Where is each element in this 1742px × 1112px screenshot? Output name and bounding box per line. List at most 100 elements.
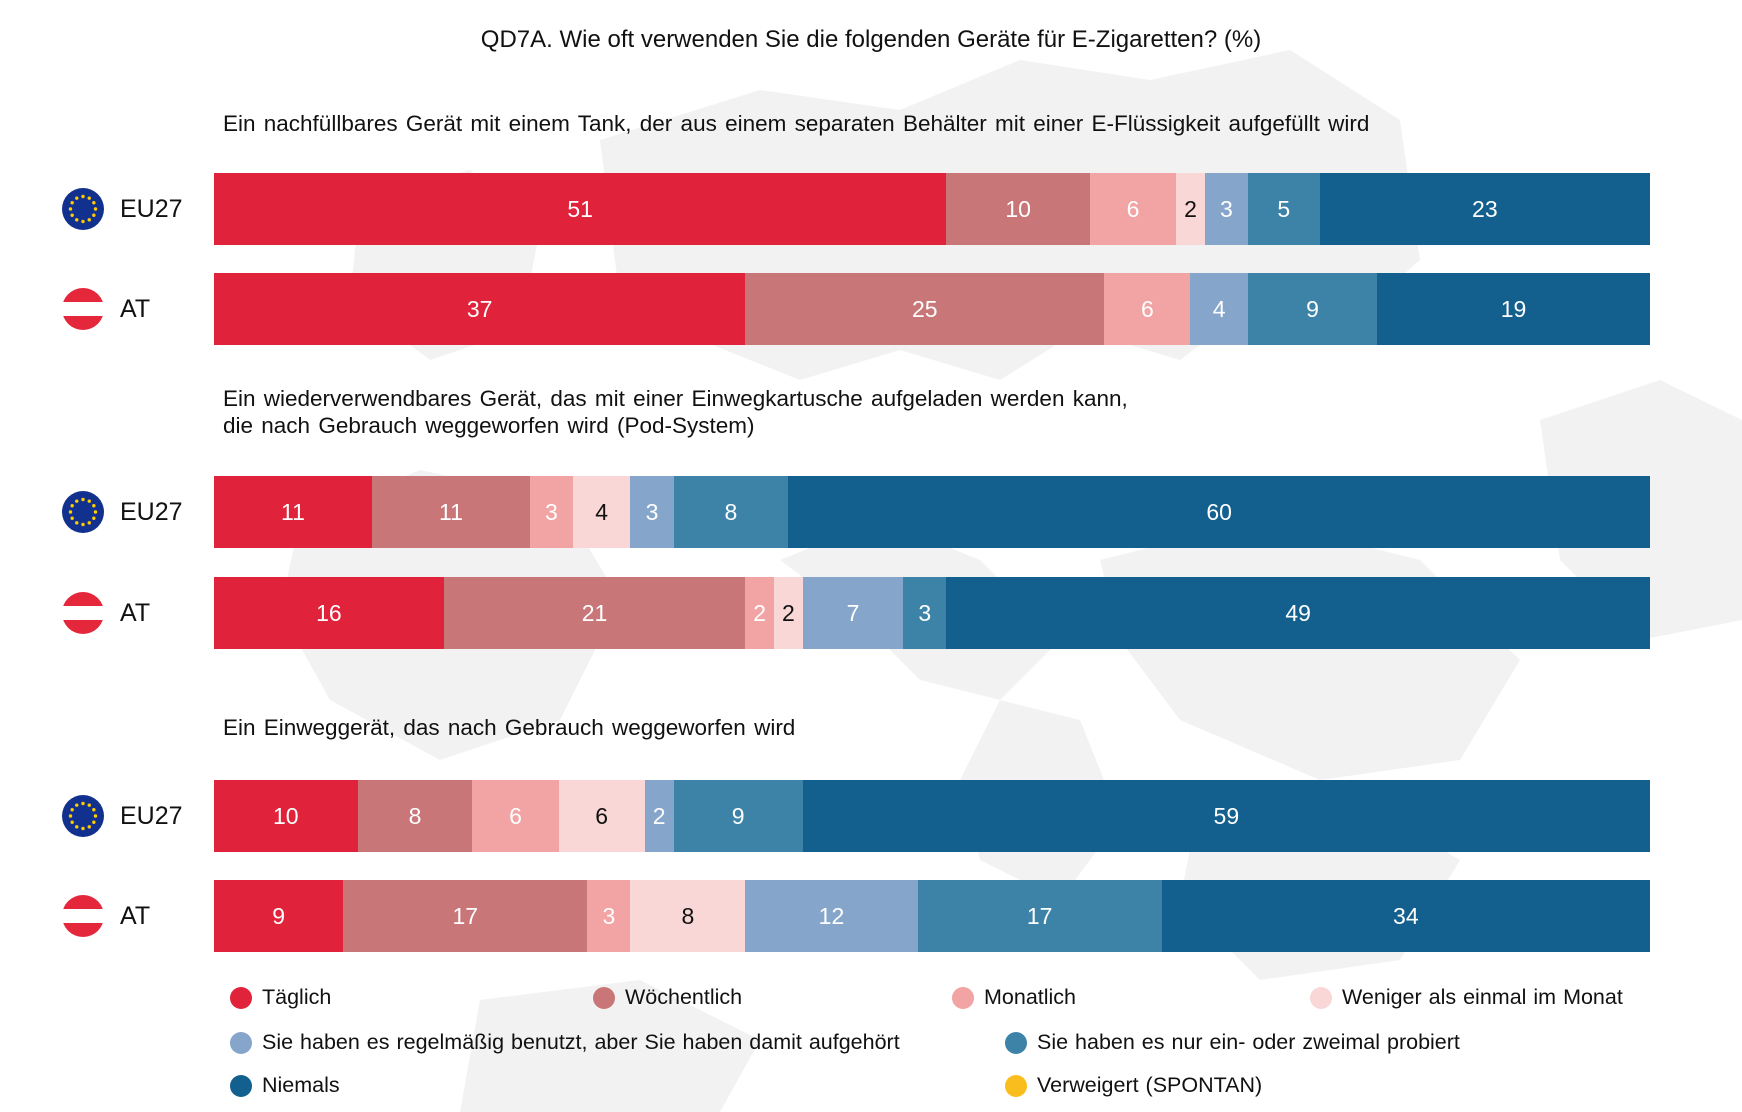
- austria-flag-icon: [62, 288, 104, 330]
- bar-segment-sie-haben-es-regelmäßig-benutzt-aber-sie-haben-damit-aufgehört: 3: [630, 476, 674, 548]
- bar-segment-sie-haben-es-regelmäßig-benutzt-aber-sie-haben-damit-aufgehört: 4: [1190, 273, 1248, 345]
- bar-segment-niemals: 23: [1319, 173, 1650, 245]
- bar-segment-niemals: 34: [1161, 880, 1650, 952]
- bar-segment-wöchentlich: 10: [946, 173, 1090, 245]
- group-title-3-line-1: Ein Einweggerät, das nach Gebrauch wegge…: [223, 715, 796, 740]
- bar-segment-sie-haben-es-nur-ein-oder-zweimal-probiert: 8: [673, 476, 789, 548]
- legend-label: Wöchentlich: [625, 985, 743, 1009]
- bar-segment-täglich: 37: [214, 273, 746, 345]
- bar-row: 16 21 2 2 7 3 49: [214, 577, 1650, 649]
- data-label: 6: [595, 802, 609, 829]
- data-label: 2: [753, 599, 767, 626]
- data-label: 49: [1285, 599, 1311, 626]
- data-label: 16: [316, 599, 342, 626]
- legend-dot-icon: [1005, 1031, 1027, 1054]
- data-label: 4: [595, 498, 609, 525]
- data-label: 3: [545, 498, 558, 525]
- country-label: AT: [120, 901, 151, 930]
- data-label: 4: [1212, 295, 1226, 322]
- data-label: 19: [1500, 295, 1527, 322]
- data-label: 3: [1219, 195, 1233, 222]
- data-label: 3: [602, 902, 616, 929]
- bar-segment-monatlich: 6: [1089, 173, 1177, 245]
- bar-segment-niemals: 49: [946, 577, 1650, 649]
- legend-label: Weniger als einmal im Monat: [1342, 985, 1623, 1009]
- bar-segment-weniger-als-einmal-im-monat: 4: [572, 476, 631, 548]
- legend-label: Niemals: [262, 1073, 340, 1097]
- legend-item: Täglich: [230, 985, 331, 1010]
- legend-dot-icon: [230, 1074, 252, 1097]
- bar-segment-sie-haben-es-nur-ein-oder-zweimal-probiert: 17: [917, 880, 1162, 952]
- bar-segment-monatlich: 6: [1104, 273, 1191, 345]
- eu-flag-icon: [62, 795, 104, 837]
- legend-dot-icon: [1310, 986, 1332, 1009]
- legend-label: Sie haben es regelmäßig benutzt, aber Si…: [262, 1030, 900, 1054]
- row-label: AT: [62, 880, 150, 952]
- row-label: AT: [62, 273, 150, 345]
- bar-segment-niemals: 60: [788, 476, 1650, 548]
- data-label: 6: [1140, 295, 1154, 322]
- data-label: 6: [1126, 195, 1140, 222]
- legend-item: Verweigert (SPONTAN): [1005, 1073, 1262, 1098]
- data-label: 3: [645, 498, 659, 525]
- data-label: 2: [652, 802, 666, 829]
- bar-row: 10 8 6 6 2 9 59: [214, 780, 1650, 852]
- country-label: AT: [120, 598, 151, 627]
- data-label: 59: [1213, 802, 1240, 829]
- data-label: 10: [273, 802, 299, 829]
- row-label: AT: [62, 577, 150, 649]
- country-label: EU27: [120, 194, 183, 223]
- country-label: EU27: [120, 801, 183, 830]
- data-label: 10: [1005, 195, 1031, 222]
- bar-segment-wöchentlich: 11: [371, 476, 530, 548]
- legend-dot-icon: [1005, 1074, 1027, 1097]
- legend-dot-icon: [230, 986, 252, 1009]
- legend-dot-icon: [230, 1031, 252, 1054]
- bar-segment-wöchentlich: 21: [443, 577, 746, 649]
- bar-segment-sie-haben-es-regelmäßig-benutzt-aber-sie-haben-damit-aufgehört: 12: [745, 880, 918, 952]
- legend-item: Sie haben es regelmäßig benutzt, aber Si…: [230, 1030, 900, 1055]
- data-label: 2: [781, 599, 795, 626]
- bar-segment-täglich: 9: [214, 880, 344, 952]
- data-label: 6: [509, 802, 522, 829]
- austria-flag-icon: [62, 592, 104, 634]
- data-label: 11: [281, 498, 305, 525]
- row-label: EU27: [62, 173, 183, 245]
- eu-flag-icon: [62, 188, 104, 230]
- bar-segment-sie-haben-es-regelmäßig-benutzt-aber-sie-haben-damit-aufgehört: 3: [1204, 173, 1248, 245]
- data-label: 8: [681, 902, 695, 929]
- bar-segment-wöchentlich: 25: [745, 273, 1105, 345]
- legend-dot-icon: [952, 986, 974, 1009]
- bar-row: 37 25 6 4 9 19: [214, 273, 1650, 345]
- bar-segment-monatlich: 3: [529, 476, 573, 548]
- bar-segment-sie-haben-es-regelmäßig-benutzt-aber-sie-haben-damit-aufgehört: 7: [802, 577, 904, 649]
- bar-segment-weniger-als-einmal-im-monat: 8: [630, 880, 746, 952]
- bar-segment-monatlich: 2: [745, 577, 775, 649]
- data-label: 5: [1277, 195, 1291, 222]
- bar-segment-weniger-als-einmal-im-monat: 2: [774, 577, 803, 649]
- country-label: EU27: [120, 497, 183, 526]
- legend-item: Wöchentlich: [593, 985, 742, 1010]
- legend-dot-icon: [593, 986, 615, 1009]
- data-label: 21: [581, 599, 608, 626]
- bar-row: 51 10 6 2 3 5 23: [214, 173, 1650, 245]
- data-label: 12: [818, 902, 845, 929]
- bar-segment-täglich: 16: [214, 577, 444, 649]
- country-label: AT: [120, 294, 151, 323]
- data-label: 25: [912, 295, 938, 322]
- legend-item: Monatlich: [952, 985, 1076, 1010]
- bar-segment-sie-haben-es-regelmäßig-benutzt-aber-sie-haben-damit-aufgehört: 2: [644, 780, 674, 852]
- bar-segment-sie-haben-es-nur-ein-oder-zweimal-probiert: 3: [903, 577, 947, 649]
- group-title-2-line-2: die nach Gebrauch weggeworfen wird (Pod-…: [223, 413, 755, 438]
- legend-item: Sie haben es nur ein- oder zweimal probi…: [1005, 1030, 1460, 1055]
- data-label: 11: [438, 498, 463, 525]
- bar-segment-sie-haben-es-nur-ein-oder-zweimal-probiert: 5: [1247, 173, 1320, 245]
- eu-flag-icon: [62, 491, 104, 533]
- bar-segment-niemals: 19: [1377, 273, 1650, 345]
- bar-segment-weniger-als-einmal-im-monat: 6: [558, 780, 645, 852]
- data-label: 23: [1472, 195, 1498, 222]
- legend-label: Sie haben es nur ein- oder zweimal probi…: [1037, 1030, 1460, 1054]
- bar-segment-wöchentlich: 8: [357, 780, 473, 852]
- data-label: 8: [724, 498, 738, 525]
- bar-segment-täglich: 11: [214, 476, 372, 548]
